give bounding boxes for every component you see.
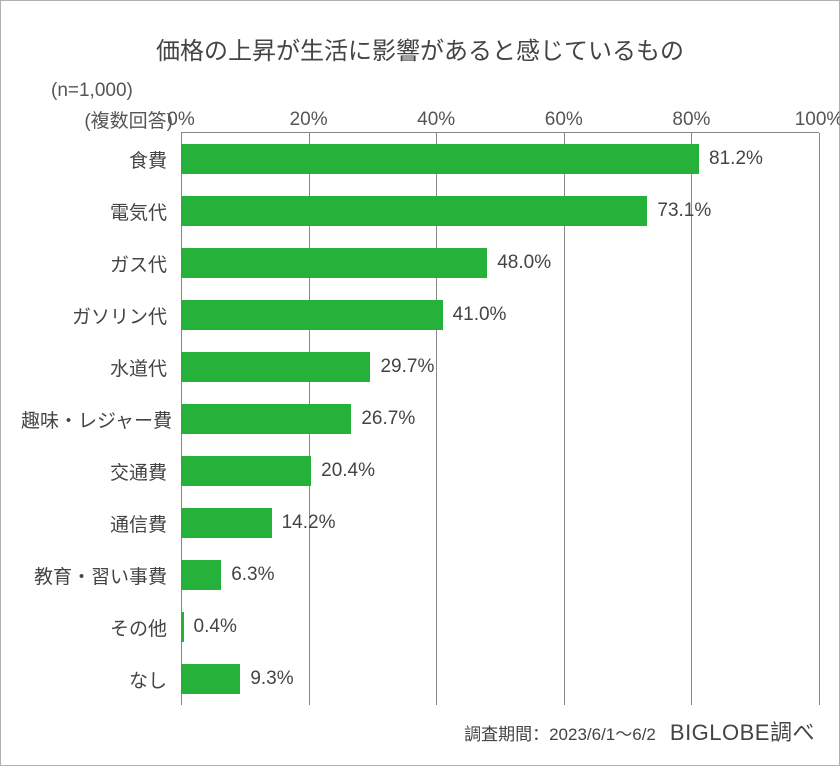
bar: 48.0% [181, 248, 487, 278]
bar-row: 通信費14.2% [21, 497, 819, 549]
bar: 29.7% [181, 352, 370, 382]
bar: 73.1% [181, 196, 647, 226]
bar-value-label: 14.2% [272, 512, 336, 534]
category-label: なし [21, 666, 181, 693]
category-label: 電気代 [21, 198, 181, 225]
x-axis-ticks: 0%20%40%60%80%100% [181, 109, 819, 133]
gridline [819, 133, 820, 705]
bar: 9.3% [181, 664, 240, 694]
category-label: 通信費 [21, 510, 181, 537]
bar-plot-cell: 81.2% [181, 133, 819, 185]
bar-row: ガソリン代41.0% [21, 289, 819, 341]
chart-container: 価格の上昇が生活に影響があると感じているもの (n=1,000) (複数回答) … [0, 0, 840, 766]
bar-row: 食費81.2% [21, 133, 819, 185]
bar-plot-cell: 20.4% [181, 445, 819, 497]
bar: 6.3% [181, 560, 221, 590]
x-tick-label: 80% [672, 109, 710, 131]
x-tick-label: 60% [545, 109, 583, 131]
bar-plot-cell: 29.7% [181, 341, 819, 393]
bar-plot-cell: 6.3% [181, 549, 819, 601]
x-axis-row: (複数回答) 0%20%40%60%80%100% [21, 106, 819, 133]
survey-period: 調査期間：2023/6/1～6/2 [464, 720, 656, 745]
bar-plot-cell: 9.3% [181, 653, 819, 705]
bars-area: 食費81.2%電気代73.1%ガス代48.0%ガソリン代41.0%水道代29.7… [21, 133, 819, 705]
bar-plot-cell: 41.0% [181, 289, 819, 341]
bar: 41.0% [181, 300, 443, 330]
bar: 14.2% [181, 508, 272, 538]
category-label: 交通費 [21, 458, 181, 485]
bar-value-label: 6.3% [221, 564, 274, 586]
bar-value-label: 26.7% [351, 408, 415, 430]
x-tick-label: 20% [290, 109, 328, 131]
bar-value-label: 9.3% [240, 668, 293, 690]
bar-value-label: 48.0% [487, 252, 551, 274]
bar-row: ガス代48.0% [21, 237, 819, 289]
bar-value-label: 29.7% [370, 356, 434, 378]
x-tick-label: 40% [417, 109, 455, 131]
category-label: その他 [21, 614, 181, 641]
bar-value-label: 73.1% [647, 200, 711, 222]
category-label: 趣味・レジャー費 [21, 406, 181, 433]
bar-value-label: 20.4% [311, 460, 375, 482]
chart-title: 価格の上昇が生活に影響があると感じているもの [21, 21, 819, 80]
credit-label: BIGLOBE調べ [670, 715, 815, 747]
category-label: ガス代 [21, 250, 181, 277]
bar-row: なし9.3% [21, 653, 819, 705]
chart-footer: 調査期間：2023/6/1～6/2 BIGLOBE調べ [464, 715, 815, 747]
bar-row: その他0.4% [21, 601, 819, 653]
bar-plot-cell: 73.1% [181, 185, 819, 237]
category-label: ガソリン代 [21, 302, 181, 329]
bar: 26.7% [181, 404, 351, 434]
bar: 81.2% [181, 144, 699, 174]
bar-plot-cell: 48.0% [181, 237, 819, 289]
bar-value-label: 0.4% [184, 616, 237, 638]
x-tick-label: 100% [795, 109, 840, 131]
bar-row: 趣味・レジャー費26.7% [21, 393, 819, 445]
n-label: (n=1,000) [21, 80, 819, 102]
bar-value-label: 81.2% [699, 148, 763, 170]
bar: 20.4% [181, 456, 311, 486]
bar-plot-cell: 26.7% [181, 393, 819, 445]
bar-plot-cell: 0.4% [181, 601, 819, 653]
bar: 0.4% [181, 612, 184, 642]
bar-plot-cell: 14.2% [181, 497, 819, 549]
bar-value-label: 41.0% [443, 304, 507, 326]
category-label: 水道代 [21, 354, 181, 381]
category-label: 食費 [21, 146, 181, 173]
multi-answer-label: (複数回答) [21, 106, 181, 133]
category-label: 教育・習い事費 [21, 562, 181, 589]
bar-row: 電気代73.1% [21, 185, 819, 237]
bar-row: 教育・習い事費6.3% [21, 549, 819, 601]
bar-row: 交通費20.4% [21, 445, 819, 497]
bar-row: 水道代29.7% [21, 341, 819, 393]
x-tick-label: 0% [167, 109, 194, 131]
